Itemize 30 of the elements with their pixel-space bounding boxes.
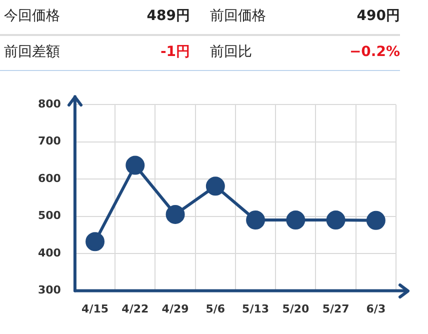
x-tick-label: 5/20 <box>282 302 310 316</box>
y-tick-label: 700 <box>38 134 62 148</box>
x-tick-label: 5/27 <box>322 302 350 316</box>
x-tick-label: 6/3 <box>366 302 386 316</box>
point <box>326 210 346 230</box>
x-tick-label: 5/13 <box>242 302 270 316</box>
y-tick-label: 400 <box>38 246 62 260</box>
y-tick-label: 800 <box>38 97 62 110</box>
point <box>366 210 386 230</box>
y-tick-label: 500 <box>38 209 62 222</box>
x-tick-label: 4/29 <box>162 302 189 316</box>
y-tick-label: 300 <box>38 284 62 297</box>
y-tick-label: 600 <box>38 172 62 185</box>
point <box>166 204 185 224</box>
text: 今回価格 <box>0 0 80 36</box>
x-tick-label: 5/6 <box>206 302 226 316</box>
x-tick-label: 4/15 <box>82 302 109 316</box>
text: -1円 <box>80 36 190 71</box>
text: −0.2% <box>290 36 400 71</box>
text: 前回比 <box>190 36 290 71</box>
point <box>126 156 145 175</box>
point <box>206 176 225 196</box>
text: 前回価格 <box>190 0 290 36</box>
point <box>246 210 266 230</box>
x-tick-label: 4/22 <box>122 302 149 316</box>
text: 前回差額 <box>0 36 80 71</box>
text: 489円 <box>80 0 190 36</box>
point <box>86 232 105 252</box>
text: 490円 <box>290 0 400 36</box>
point <box>286 210 306 230</box>
